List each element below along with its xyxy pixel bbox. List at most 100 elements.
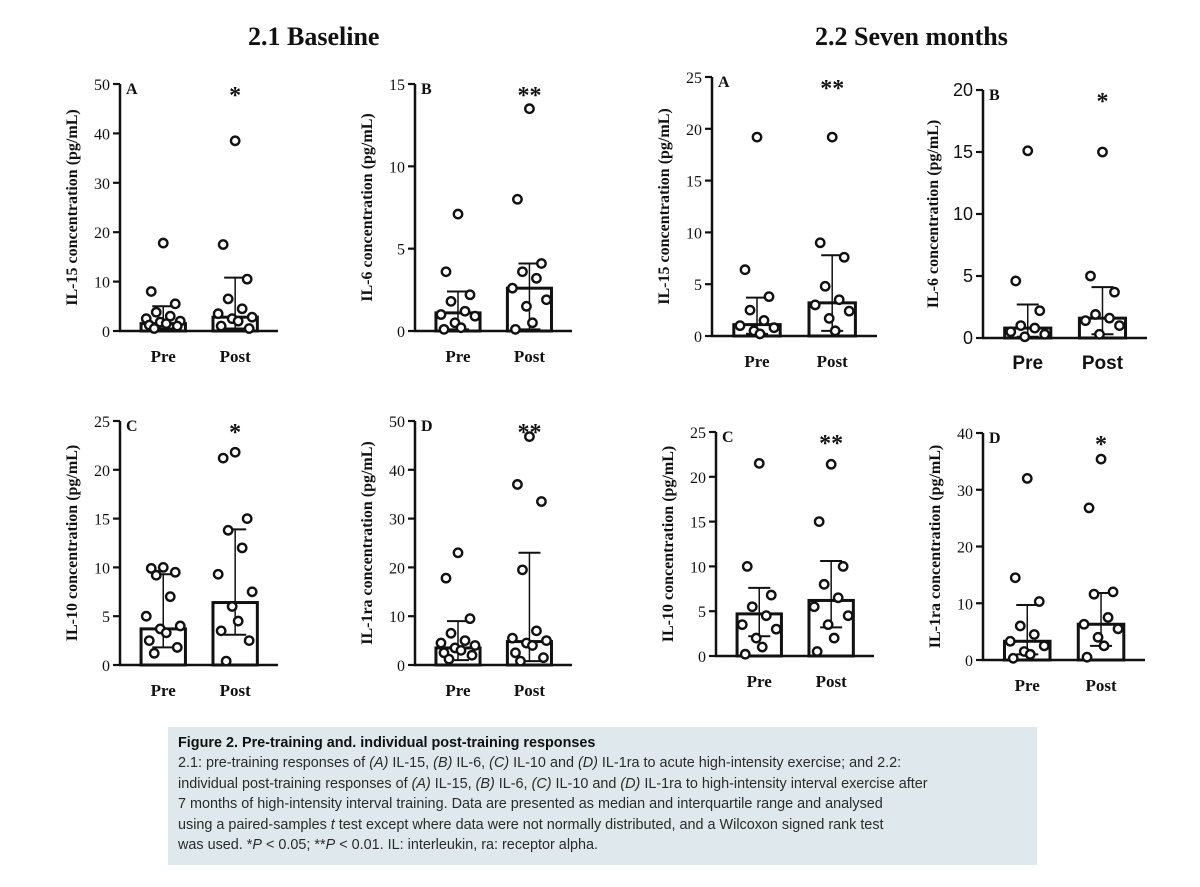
- data-point: [232, 315, 244, 327]
- data-point: [1104, 312, 1115, 324]
- data-point: [443, 653, 455, 665]
- data-point: [1094, 328, 1105, 340]
- data-point: [531, 625, 542, 637]
- data-point: [751, 131, 763, 143]
- data-point: [1034, 305, 1046, 317]
- significance-marker: *: [1096, 89, 1108, 115]
- data-point: [445, 627, 457, 639]
- x-tick-label-pre: Pre: [744, 352, 770, 371]
- data-point: [818, 578, 830, 590]
- data-point: [808, 601, 820, 613]
- data-point: [826, 131, 838, 143]
- data-point: [445, 295, 457, 307]
- y-tick-label: 0: [694, 329, 702, 346]
- data-point: [222, 524, 234, 536]
- data-point: [763, 291, 775, 303]
- data-point: [524, 103, 535, 115]
- significance-marker: *: [229, 420, 241, 446]
- data-point: [226, 601, 238, 612]
- significance-marker: **: [517, 420, 541, 446]
- data-point: [744, 304, 756, 316]
- y-tick-label: 5: [963, 266, 973, 286]
- data-point: [220, 655, 232, 667]
- data-point: [1005, 326, 1017, 338]
- data-point: [1009, 572, 1021, 584]
- data-point: [531, 272, 542, 284]
- x-tick-label-pre: Pre: [747, 672, 773, 691]
- data-point: [541, 294, 552, 306]
- data-point: [517, 564, 528, 576]
- data-point: [212, 568, 224, 580]
- y-axis-label: IL-1ra concentration (pg/mL): [927, 445, 944, 649]
- data-point: [222, 293, 234, 305]
- data-point: [1029, 322, 1041, 334]
- data-point: [510, 323, 521, 335]
- data-point: [538, 652, 549, 664]
- data-point: [215, 320, 227, 332]
- y-tick-label: 5: [397, 242, 405, 259]
- data-point: [212, 308, 224, 320]
- caption-line-2: individual post-training responses of (A…: [178, 775, 928, 792]
- data-point: [1081, 651, 1093, 663]
- data-point: [171, 320, 183, 332]
- x-tick-label-post: Post: [220, 347, 252, 366]
- y-axis-label: IL-10 concentration (pg/mL): [64, 445, 81, 641]
- data-point: [455, 322, 467, 334]
- data-point: [809, 299, 821, 311]
- data-point: [517, 266, 528, 278]
- significance-marker: **: [820, 76, 844, 102]
- caption-line-3: 7 months of high-intensity interval trai…: [178, 796, 883, 813]
- data-point: [1092, 631, 1104, 643]
- y-tick-label: 15: [690, 515, 706, 532]
- data-point: [1078, 618, 1090, 630]
- data-point: [843, 305, 855, 317]
- data-point: [160, 318, 172, 329]
- data-point: [160, 627, 172, 639]
- data-point: [459, 635, 471, 646]
- data-point: [435, 309, 447, 320]
- data-point: [521, 300, 532, 312]
- y-tick-label: 0: [397, 658, 405, 675]
- data-point: [236, 542, 248, 554]
- significance-marker: **: [517, 83, 541, 109]
- data-point: [736, 619, 748, 631]
- data-point: [760, 610, 772, 622]
- data-point: [452, 547, 464, 559]
- caption-line-5: was used. *P < 0.05; **P < 0.01. IL: int…: [178, 837, 599, 854]
- data-point: [438, 323, 450, 335]
- data-point: [464, 613, 476, 625]
- data-point: [215, 625, 227, 637]
- y-tick-label: 0: [102, 324, 110, 341]
- y-tick-label: 20: [686, 122, 702, 139]
- data-point: [734, 320, 746, 332]
- data-point: [754, 328, 766, 340]
- section-title-seven-months: 2.2 Seven months: [815, 22, 1008, 51]
- y-axis-label: IL-15 concentration (pg/mL): [656, 108, 673, 304]
- x-tick-label-pre: Pre: [151, 347, 177, 366]
- data-point: [243, 323, 255, 334]
- data-point: [1024, 648, 1036, 660]
- data-point: [459, 305, 471, 317]
- data-point: [232, 615, 244, 627]
- data-point: [770, 623, 782, 635]
- data-point: [768, 322, 780, 334]
- x-tick-label-post: Post: [514, 681, 546, 700]
- data-point: [1085, 270, 1096, 282]
- y-tick-label: 50: [94, 77, 110, 94]
- data-point: [217, 239, 229, 250]
- data-point: [150, 306, 162, 318]
- data-point: [1097, 146, 1108, 158]
- data-point: [1102, 612, 1114, 623]
- panel-letter: C: [722, 429, 734, 446]
- data-point: [833, 294, 845, 306]
- data-point: [512, 193, 523, 205]
- data-point: [828, 632, 840, 644]
- x-tick-label-pre: Pre: [151, 681, 177, 700]
- section-title-baseline: 2.1 Baseline: [248, 22, 380, 51]
- data-point: [246, 311, 258, 323]
- y-tick-label: 0: [965, 653, 973, 670]
- panel-letter: C: [126, 418, 138, 435]
- y-tick-label: 15: [686, 174, 702, 191]
